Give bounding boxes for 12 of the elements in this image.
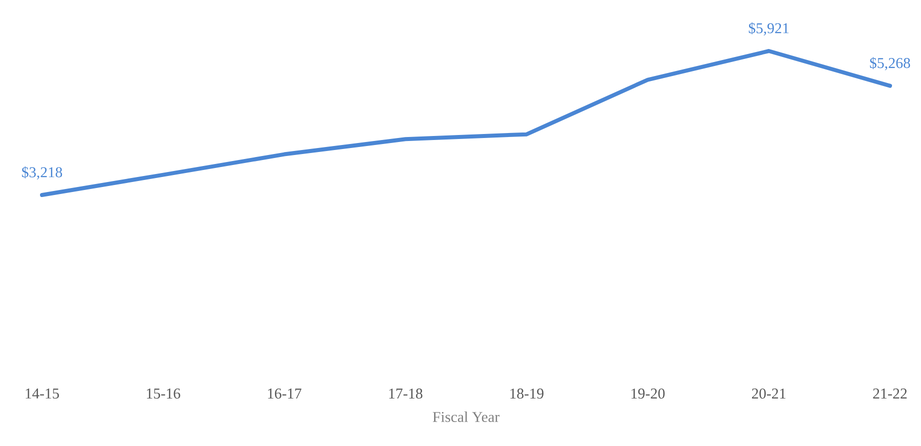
x-axis-title: Fiscal Year bbox=[432, 411, 500, 422]
x-tick-label: 17-18 bbox=[389, 388, 422, 399]
data-label: $5,921 bbox=[748, 22, 789, 36]
data-label: $3,218 bbox=[22, 166, 62, 180]
x-tick-label: 15-16 bbox=[146, 388, 180, 399]
x-tick-label: 18-19 bbox=[510, 388, 544, 399]
x-tick-label: 20-21 bbox=[752, 388, 786, 399]
x-tick-label: 19-20 bbox=[632, 388, 665, 399]
x-tick-label: 14-15 bbox=[26, 388, 59, 399]
x-tick-label: 21-22 bbox=[873, 388, 907, 398]
data-label: $5,268 bbox=[870, 57, 910, 70]
x-tick-label: 16-17 bbox=[268, 388, 302, 399]
